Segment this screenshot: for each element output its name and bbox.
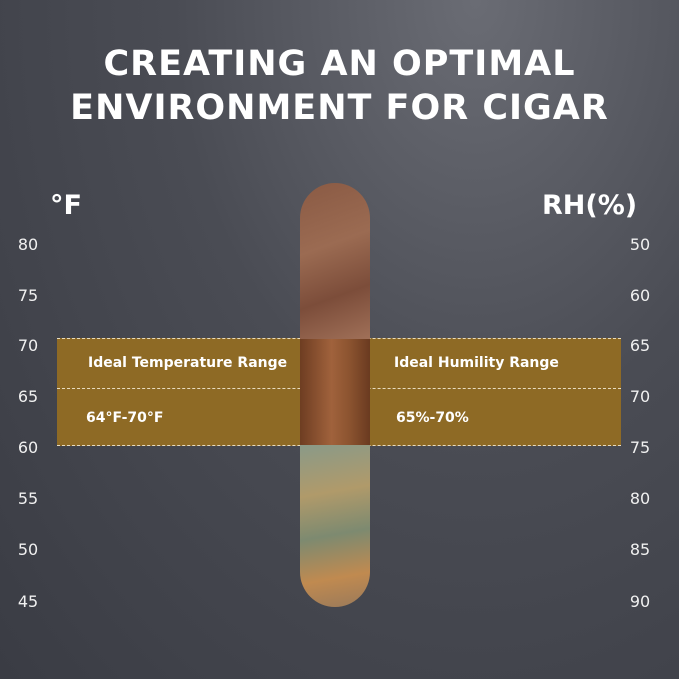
title-line-2: ENVIRONMENT FOR CIGAR	[70, 88, 609, 128]
temp-tick: 75	[17, 286, 39, 305]
temperature-range-value: 64°F-70°F	[86, 410, 164, 426]
temp-tick: 60	[17, 438, 39, 457]
temp-tick: 45	[17, 592, 39, 611]
humidity-tick: 80	[629, 489, 651, 508]
cigar-wrapper-bottom	[300, 445, 370, 607]
humidity-tick: 85	[629, 540, 651, 559]
humidity-range-value: 65%-70%	[396, 410, 469, 426]
cigar-wrapper-top	[300, 183, 370, 339]
cigar-wrapper-middle	[300, 339, 370, 445]
temp-tick: 70	[17, 336, 39, 355]
humidity-tick: 50	[629, 235, 651, 254]
temp-tick: 80	[17, 235, 39, 254]
humidity-unit: RH(%)	[542, 190, 638, 221]
temp-tick: 55	[17, 489, 39, 508]
temperature-range-label: Ideal Temperature Range	[88, 355, 288, 371]
humidity-tick: 75	[629, 438, 651, 457]
title-line-1: CREATING AN OPTIMAL	[103, 44, 576, 84]
humidity-tick: 70	[629, 387, 651, 406]
humidity-tick: 90	[629, 592, 651, 611]
humidity-tick: 65	[629, 336, 651, 355]
humidity-range-label: Ideal Humility Range	[394, 355, 559, 371]
temp-tick: 65	[17, 387, 39, 406]
temp-tick: 50	[17, 540, 39, 559]
humidity-tick: 60	[629, 286, 651, 305]
temperature-unit: °F	[50, 190, 82, 221]
cigar-illustration	[300, 183, 370, 607]
